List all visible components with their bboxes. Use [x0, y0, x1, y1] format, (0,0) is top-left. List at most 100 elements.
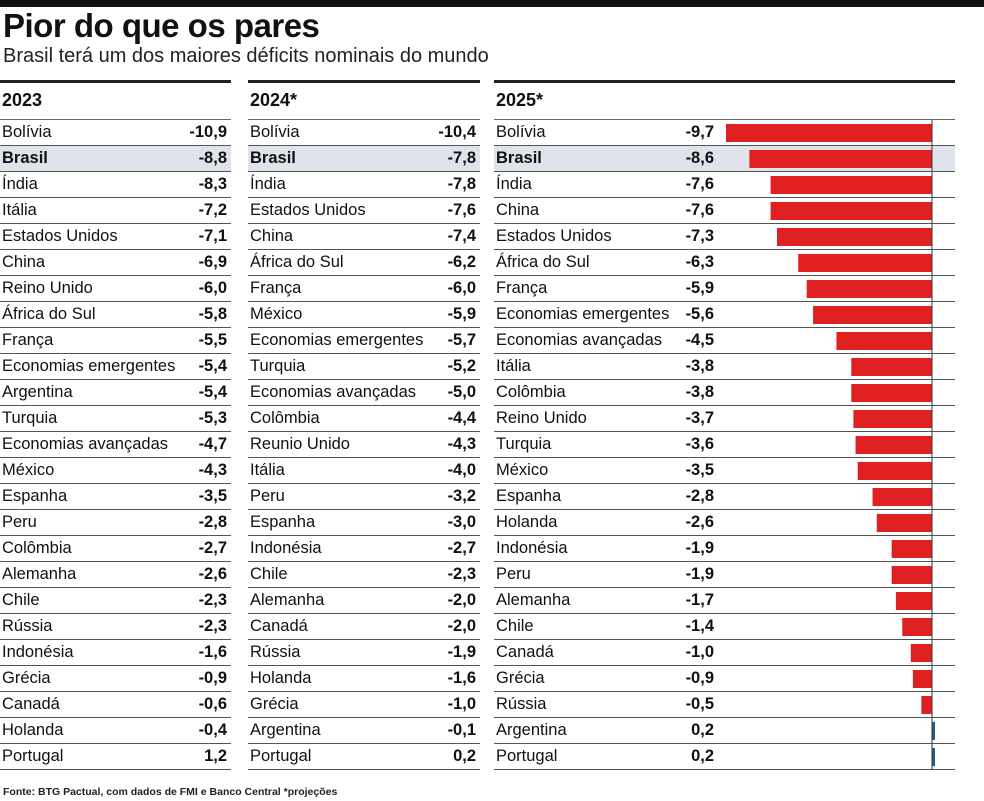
bar	[853, 410, 932, 428]
category-label: Turquia	[496, 435, 552, 453]
table-row: Holanda -1,6	[248, 666, 480, 692]
table-row: Rússia -1,9	[248, 640, 480, 666]
row-value: -10,9	[189, 123, 227, 141]
bar	[776, 228, 932, 246]
row-label: França	[2, 331, 54, 349]
row-value: -5,0	[447, 383, 476, 401]
row-value: -4,3	[447, 435, 476, 453]
row-value: -0,1	[447, 721, 476, 739]
row-value: -0,6	[198, 695, 227, 713]
row-label: Portugal	[250, 747, 312, 765]
bar	[891, 566, 932, 584]
table-row: Canadá -0,6	[0, 692, 231, 718]
table-row: Reunio Unido -4,3	[248, 432, 480, 458]
category-label: Estados Unidos	[496, 227, 612, 245]
chart-row: China -7,6	[494, 198, 955, 224]
table-row: Brasil -8,8	[0, 146, 231, 172]
row-label: Indonésia	[250, 539, 322, 557]
row-value: -4,4	[447, 409, 476, 427]
row-label: Portugal	[2, 747, 64, 765]
row-value: -7,2	[198, 201, 227, 219]
row-label: Estados Unidos	[2, 227, 118, 245]
data-label: -3,8	[685, 357, 714, 375]
category-label: Economias avançadas	[496, 331, 663, 349]
data-label: -8,6	[685, 149, 714, 167]
bar-plot	[726, 120, 935, 770]
category-label: Grécia	[496, 669, 545, 687]
row-label: Bolívia	[250, 123, 300, 141]
row-label: Alemanha	[2, 565, 77, 583]
table-row: França -6,0	[248, 276, 480, 302]
category-label: Alemanha	[496, 591, 571, 609]
row-value: -2,7	[447, 539, 476, 557]
category-label: Bolívia	[496, 123, 546, 141]
row-label: Bolívia	[2, 123, 52, 141]
category-label: Reino Unido	[496, 409, 587, 427]
bar	[813, 306, 932, 324]
row-label: Economias avançadas	[250, 383, 417, 401]
row-value: -8,3	[198, 175, 227, 193]
data-label: -7,3	[685, 227, 714, 245]
row-label: Peru	[2, 513, 37, 531]
chart-row: Colômbia -3,8	[494, 380, 955, 406]
data-label: -1,9	[685, 539, 714, 557]
row-label: Reino Unido	[2, 279, 93, 297]
table-row: Rússia -2,3	[0, 614, 231, 640]
data-label: 0,2	[691, 747, 714, 765]
table-row: Índia -7,8	[248, 172, 480, 198]
row-label: Turquia	[250, 357, 306, 375]
table-row: México -5,9	[248, 302, 480, 328]
bar	[770, 176, 932, 194]
chart-row: Portugal 0,2	[494, 744, 955, 770]
table-row: Holanda -0,4	[0, 718, 231, 744]
bar	[806, 280, 932, 298]
row-label: Colômbia	[250, 409, 320, 427]
table-row: Economias emergentes -5,7	[248, 328, 480, 354]
source-note: Fonte: BTG Pactual, com dados de FMI e B…	[3, 786, 338, 798]
row-value: -4,7	[198, 435, 227, 453]
table-row: Grécia -0,9	[0, 666, 231, 692]
row-label: Canadá	[2, 695, 60, 713]
row-value: 0,2	[453, 747, 476, 765]
table-row: Argentina -5,4	[0, 380, 231, 406]
bar	[921, 696, 932, 714]
bar	[932, 722, 935, 740]
table-row: Reino Unido -6,0	[0, 276, 231, 302]
table-row: Turquia -5,3	[0, 406, 231, 432]
table-row: Canadá -2,0	[248, 614, 480, 640]
row-label: Indonésia	[2, 643, 74, 661]
row-value: -0,4	[198, 721, 227, 739]
row-value: -5,2	[447, 357, 476, 375]
data-label: -5,6	[685, 305, 714, 323]
category-label: Holanda	[496, 513, 558, 531]
table-row: Economias avançadas -5,0	[248, 380, 480, 406]
table-row: Espanha -3,5	[0, 484, 231, 510]
table-row: Colômbia -4,4	[248, 406, 480, 432]
data-label: -1,4	[685, 617, 714, 635]
table-row: Alemanha -2,6	[0, 562, 231, 588]
table-row: Economias emergentes -5,4	[0, 354, 231, 380]
category-label: Colômbia	[496, 383, 566, 401]
row-label: Holanda	[2, 721, 64, 739]
table-row: Economias avançadas -4,7	[0, 432, 231, 458]
data-label: -9,7	[685, 123, 714, 141]
table-row: China -6,9	[0, 250, 231, 276]
table-row: Indonésia -1,6	[0, 640, 231, 666]
table-row: Índia -8,3	[0, 172, 231, 198]
table-2023: 2023 Bolívia -10,9 Brasil -8,8 Índia -8,3 Itál…	[0, 80, 231, 770]
chart-2025-rows: Bolívia -9,7 Brasil -8,6 Índia -7,6 China -7,6 E…	[494, 120, 955, 770]
table-2024: 2024* Bolívia -10,4 Brasil -7,8 Índia -7,8 Est…	[248, 80, 480, 770]
category-label: África do Sul	[496, 253, 590, 271]
data-label: -0,9	[685, 669, 714, 687]
row-label: África do Sul	[250, 253, 344, 271]
table-row: Espanha -3,0	[248, 510, 480, 536]
row-value: -2,3	[447, 565, 476, 583]
row-label: Argentina	[2, 383, 73, 401]
row-value: -7,6	[447, 201, 476, 219]
table-row: Peru -2,8	[0, 510, 231, 536]
row-value: -5,4	[198, 383, 227, 401]
row-label: Itália	[250, 461, 285, 479]
table-row: México -4,3	[0, 458, 231, 484]
row-value: -5,8	[198, 305, 227, 323]
table-row: Indonésia -2,7	[248, 536, 480, 562]
